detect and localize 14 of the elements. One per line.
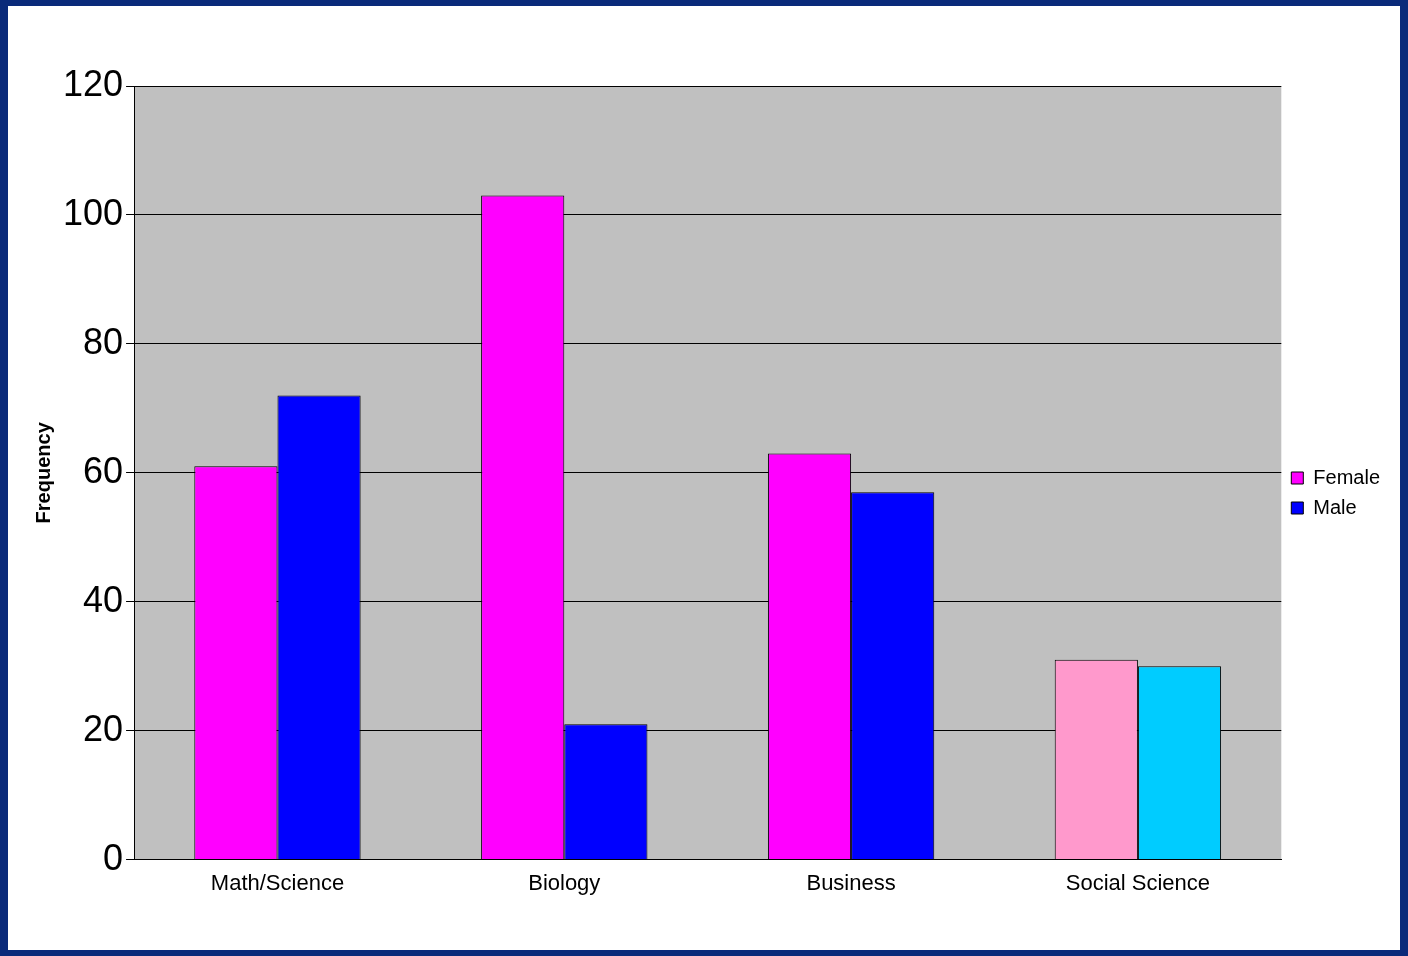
- legend-label: Male: [1313, 495, 1357, 518]
- y-tick-label: 80: [83, 320, 124, 362]
- y-tick-label: 100: [62, 191, 124, 233]
- x-tick-label: Social Science: [1065, 869, 1211, 895]
- x-tick-label: Biology: [528, 869, 601, 895]
- y-tick-label: 60: [83, 449, 124, 491]
- y-tick-label: 20: [83, 707, 124, 749]
- legend-label: Female: [1313, 465, 1381, 488]
- y-tick-label: 40: [83, 578, 124, 620]
- y-tick-label: 120: [62, 62, 124, 104]
- x-tick-label: Math/Science: [210, 869, 345, 895]
- y-tick-label: 0: [103, 836, 124, 878]
- x-tick-label: Business: [806, 869, 896, 895]
- y-axis-title: Frequency: [31, 421, 54, 524]
